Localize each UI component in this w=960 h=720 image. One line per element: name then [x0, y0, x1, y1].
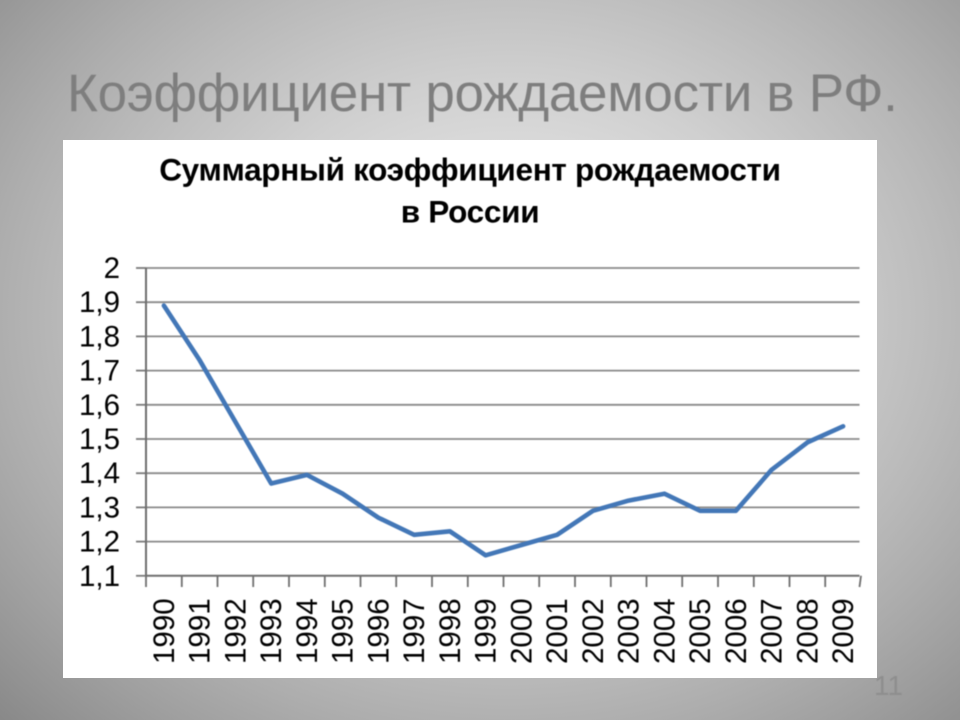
svg-text:1,5: 1,5	[79, 423, 120, 456]
svg-text:2000: 2000	[505, 598, 538, 664]
svg-text:2001: 2001	[541, 598, 574, 664]
svg-text:2009: 2009	[827, 598, 860, 664]
svg-text:1,1: 1,1	[79, 560, 120, 593]
svg-text:1,7: 1,7	[79, 355, 120, 388]
svg-text:2005: 2005	[684, 598, 717, 664]
svg-text:1994: 1994	[291, 598, 324, 664]
svg-text:1,3: 1,3	[79, 491, 120, 524]
svg-text:1995: 1995	[327, 598, 360, 664]
svg-text:1,2: 1,2	[79, 526, 120, 559]
svg-text:2008: 2008	[791, 598, 824, 664]
svg-text:2003: 2003	[613, 598, 646, 664]
svg-text:2007: 2007	[756, 598, 789, 664]
svg-text:1,8: 1,8	[79, 320, 120, 353]
svg-text:1998: 1998	[434, 598, 467, 664]
svg-text:1991: 1991	[184, 598, 217, 664]
svg-text:1999: 1999	[470, 598, 503, 664]
svg-text:1996: 1996	[362, 598, 395, 664]
svg-text:2006: 2006	[720, 598, 753, 664]
svg-text:Суммарный коэффициент рождаемо: Суммарный коэффициент рождаемости	[159, 152, 781, 188]
svg-text:2004: 2004	[648, 598, 681, 664]
svg-text:1992: 1992	[219, 598, 252, 664]
svg-text:в России: в России	[401, 194, 540, 230]
svg-text:1,4: 1,4	[79, 457, 120, 490]
svg-text:1,9: 1,9	[79, 286, 120, 319]
svg-text:2002: 2002	[577, 598, 610, 664]
svg-text:2: 2	[104, 252, 120, 285]
svg-text:1997: 1997	[398, 598, 431, 664]
svg-text:1993: 1993	[255, 598, 288, 664]
svg-text:1990: 1990	[148, 598, 181, 664]
svg-text:1,6: 1,6	[79, 389, 120, 422]
